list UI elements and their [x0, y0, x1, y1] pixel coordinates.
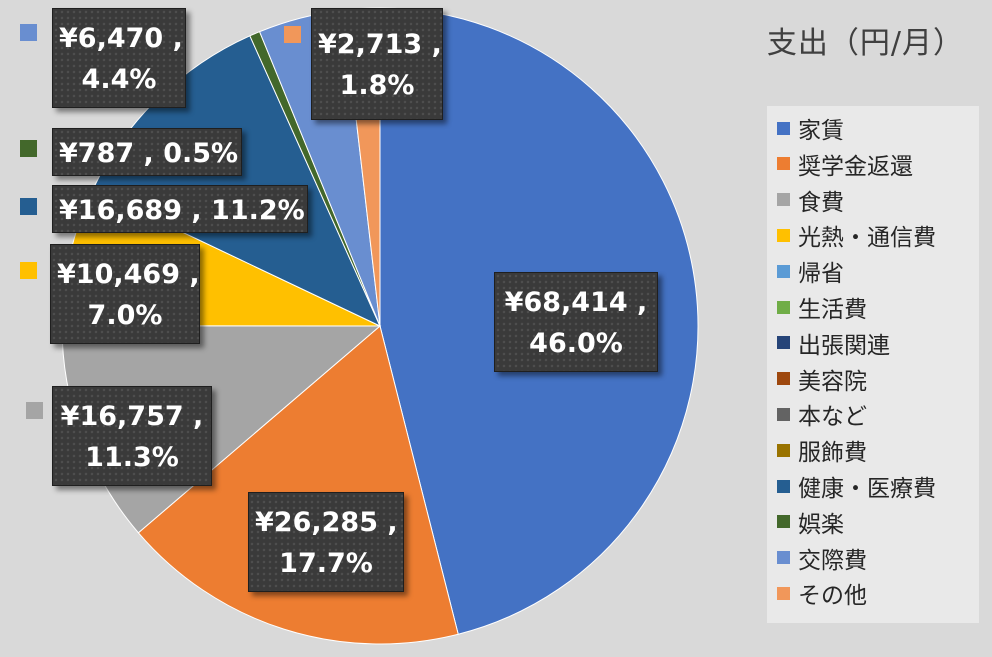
data-label: ¥6,470 , 4.4%	[52, 8, 186, 108]
data-label-value: ¥2,713	[318, 29, 423, 60]
data-label-key	[26, 402, 43, 419]
data-label-key	[20, 198, 37, 215]
legend-item: 服飾費	[777, 436, 867, 467]
legend-label: 健康・医療費	[798, 476, 936, 502]
legend-label: 生活費	[798, 297, 867, 323]
legend-swatch	[777, 193, 790, 207]
legend-swatch	[777, 515, 790, 529]
data-label-key	[20, 140, 37, 157]
legend-swatch	[777, 300, 790, 314]
legend-label: 奨学金返還	[798, 153, 913, 180]
legend-item: 出張関連	[777, 329, 890, 359]
legend-label: 娯楽	[798, 511, 844, 538]
data-label-percent: 0.5%	[163, 137, 239, 169]
legend-item: 本など	[777, 400, 867, 431]
legend-swatch	[777, 479, 790, 493]
data-label-key	[284, 26, 301, 43]
data-label: ¥16,689 , 11.2%	[52, 185, 308, 233]
data-label: ¥26,285 , 17.7%	[248, 492, 404, 592]
data-label: ¥68,414 , 46.0%	[494, 272, 658, 372]
legend-label: 出張関連	[798, 332, 890, 359]
legend-label: 食費	[798, 189, 844, 216]
legend-swatch	[777, 228, 790, 242]
legend-swatch	[777, 336, 790, 350]
data-label-value: ¥10,469	[57, 259, 180, 290]
legend-label: 家賃	[798, 118, 844, 144]
data-label-percent: 1.8%	[339, 70, 415, 101]
data-label-value: ¥68,414	[504, 287, 628, 318]
legend-swatch	[777, 407, 790, 421]
legend-item: 生活費	[777, 293, 867, 323]
data-label-percent: 4.4%	[81, 64, 157, 95]
data-label-key	[20, 262, 37, 279]
legend-swatch	[777, 121, 790, 135]
legend-swatch	[777, 157, 790, 171]
legend-label: 服飾費	[798, 440, 867, 467]
legend-swatch	[777, 443, 790, 457]
legend-swatch	[777, 264, 790, 278]
legend-item: その他	[777, 579, 867, 610]
legend-item: 奨学金返還	[777, 150, 913, 180]
data-label-percent: 46.0%	[529, 328, 623, 359]
legend-swatch	[777, 586, 790, 600]
legend-item: 食費	[777, 186, 844, 216]
data-label-value: ¥16,757	[60, 401, 184, 432]
data-label-percent: 11.3%	[85, 442, 179, 473]
data-label-percent: 7.0%	[87, 300, 163, 331]
legend-label: 本など	[798, 404, 867, 431]
legend-label: 交際費	[798, 547, 867, 574]
data-label-value: ¥787	[59, 137, 135, 169]
legend-item: 家賃	[777, 114, 844, 144]
data-label: ¥16,757 , 11.3%	[52, 386, 212, 486]
legend-label: その他	[798, 583, 867, 610]
legend-item: 健康・医療費	[777, 472, 936, 502]
legend-label: 帰省	[798, 261, 844, 288]
legend-label: 美容院	[798, 368, 867, 395]
legend-label: 光熱・通信費	[798, 225, 936, 252]
legend-swatch	[777, 372, 790, 386]
data-label: ¥787 , 0.5%	[52, 128, 242, 176]
legend-item: 帰省	[777, 257, 844, 288]
data-label: ¥10,469 , 7.0%	[50, 244, 200, 344]
data-label-key	[20, 24, 37, 41]
chart-title: 支出（円/月）	[766, 26, 964, 61]
legend-item: 美容院	[777, 365, 867, 395]
legend: 家賃奨学金返還食費光熱・通信費 帰省生活費出張関連美容院本など服飾費健康・医療費娯…	[767, 106, 979, 623]
data-label: ¥2,713 , 1.8%	[311, 8, 443, 120]
legend-item: 娯楽	[777, 508, 844, 538]
legend-item: 交際費	[777, 544, 867, 574]
data-label-value: ¥6,470	[59, 23, 164, 54]
data-label-percent: 11.2%	[211, 194, 305, 226]
data-label-value: ¥26,285	[255, 507, 378, 538]
data-label-percent: 17.7%	[279, 548, 373, 579]
legend-item: 光熱・通信費	[777, 221, 936, 252]
legend-swatch	[777, 551, 790, 565]
data-label-value: ¥16,689	[59, 194, 182, 226]
